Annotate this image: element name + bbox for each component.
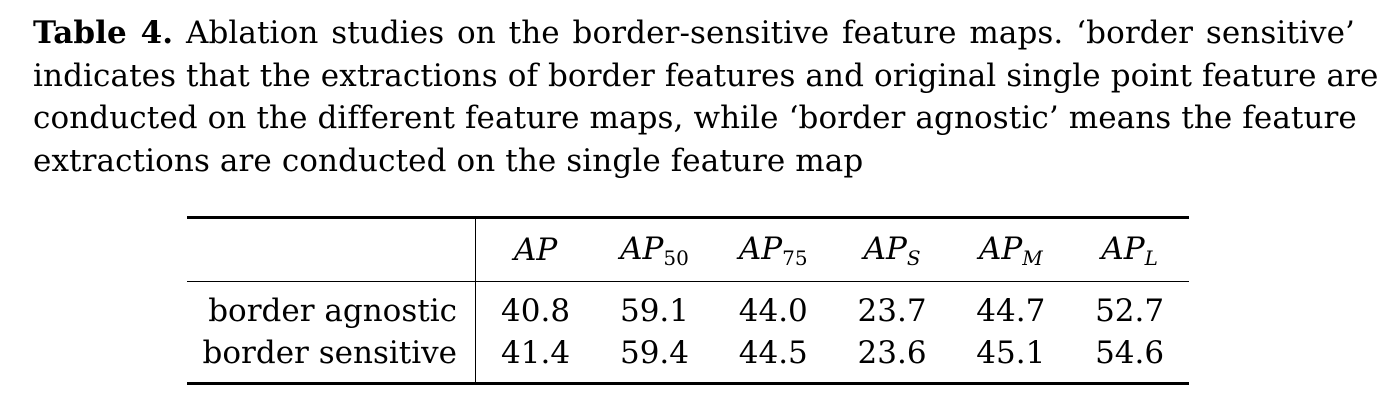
- caption-text-1: Ablation studies on the border-sensitive…: [185, 15, 1355, 51]
- cell-ap75: 44.0: [738, 293, 808, 329]
- header-aps: APS: [863, 230, 921, 270]
- caption-line-2: indicates that the extractions of border…: [33, 57, 1379, 94]
- cell-aps: 23.6: [857, 335, 927, 371]
- cell-ap50: 59.1: [619, 293, 690, 329]
- header-ap75: AP75: [738, 230, 808, 270]
- table-header-row: AP AP50 AP75 APS APM APL: [187, 217, 1189, 282]
- header-corner-cell: [187, 217, 476, 282]
- cell-apm: 45.1: [976, 335, 1046, 371]
- caption-line-3: conducted on the different feature maps,…: [33, 100, 1357, 136]
- cell-apl: 52.7: [1095, 293, 1165, 329]
- ablation-table: AP AP50 AP75 APS APM APL border agnostic…: [187, 216, 1189, 385]
- table-row: border sensitive 41.4 59.4 44.5 23.6 45.…: [187, 332, 1189, 384]
- header-ap50: AP50: [620, 230, 689, 270]
- header-ap: AP: [513, 232, 558, 268]
- header-apm: APM: [978, 230, 1043, 270]
- cell-ap75: 44.5: [738, 335, 808, 371]
- row-label: border sensitive: [187, 332, 476, 384]
- caption-line-1: Table 4. Ablation studies on the border-…: [33, 12, 1355, 55]
- cell-aps: 23.7: [857, 293, 927, 329]
- row-label: border agnostic: [187, 281, 476, 332]
- caption-line-4: extractions are conducted on the single …: [33, 142, 864, 179]
- cell-ap: 41.4: [501, 335, 571, 371]
- cell-apm: 44.7: [976, 293, 1046, 329]
- table-row: border agnostic 40.8 59.1 44.0 23.7 44.7…: [187, 281, 1189, 332]
- caption-label: Table 4.: [33, 15, 174, 51]
- header-apl: APL: [1101, 230, 1158, 270]
- results-table-container: AP AP50 AP75 APS APM APL border agnostic…: [187, 216, 1189, 385]
- cell-ap50: 59.4: [619, 335, 690, 371]
- cell-apl: 54.6: [1095, 335, 1165, 371]
- table-caption: Table 4. Ablation studies on the border-…: [33, 12, 1379, 182]
- cell-ap: 40.8: [501, 293, 571, 329]
